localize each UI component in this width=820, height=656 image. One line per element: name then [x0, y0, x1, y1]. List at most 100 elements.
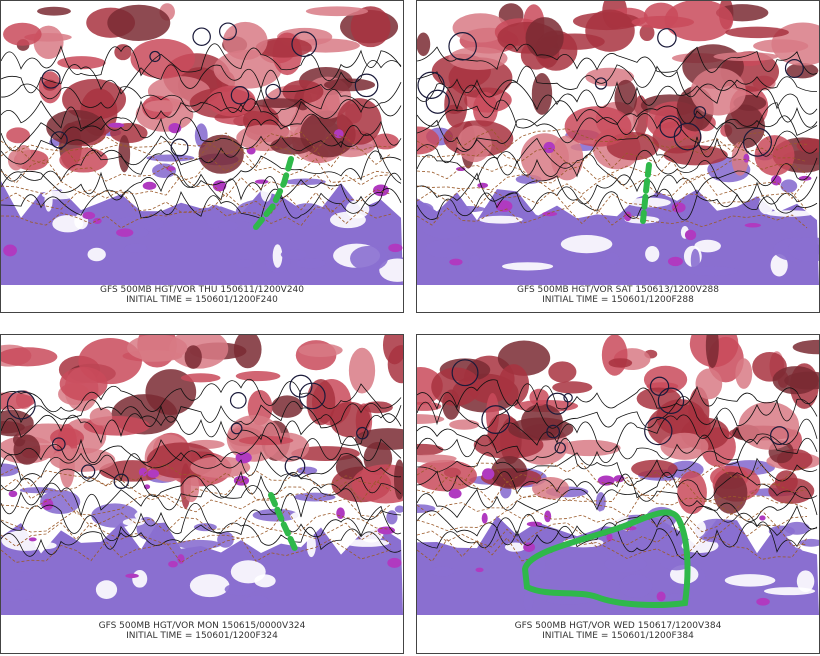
vortex-ring: [170, 138, 189, 157]
vorticity-low: [784, 521, 810, 535]
vorticity-high: [238, 435, 294, 446]
vorticity-low: [685, 266, 738, 276]
thickness-contour: [417, 492, 808, 518]
thickness-contour: [1, 142, 392, 169]
vorticity-high: [796, 138, 819, 153]
vortex-ring: [192, 27, 211, 46]
vorticity-max: [372, 184, 389, 197]
map: GFS 500MB HGT/VOR THU 150611/1200V240 IN…: [1, 3, 403, 305]
height-contour: [1, 434, 402, 464]
vorticity-low: [504, 542, 526, 552]
vorticity-low: [763, 587, 816, 596]
vorticity-high: [738, 401, 800, 450]
vorticity-low: [478, 215, 523, 224]
vorticity-max: [656, 591, 666, 602]
vorticity-low: [294, 492, 336, 502]
vortex-ring: [354, 73, 379, 98]
vorticity-low: [468, 254, 481, 277]
vorticity-low: [770, 254, 788, 277]
map: GFS 500MB HGT/VOR WED 150617/1200V384 IN…: [417, 335, 819, 641]
vortex-ring: [657, 387, 685, 415]
vorticity-high: [452, 13, 509, 43]
vorticity-low: [224, 583, 256, 596]
vorticity-low: [766, 210, 814, 217]
vorticity-high: [50, 427, 85, 448]
vorticity-low: [681, 517, 706, 539]
vorticity-max: [28, 537, 37, 542]
vorticity-low: [115, 215, 164, 233]
vortex-ring: [481, 405, 511, 434]
vorticity-high: [449, 419, 480, 430]
height-contour: [417, 450, 818, 486]
vortex-ring: [448, 32, 477, 61]
vortex-ring: [742, 127, 773, 157]
vortex-ring: [81, 464, 96, 479]
vortex-ring: [113, 473, 129, 490]
vorticity-high: [564, 106, 632, 147]
vortex-ring: [417, 71, 445, 99]
vorticity-high: [144, 100, 182, 113]
map-panel: GFS 500MB HGT/VOR THU 150611/1200V240 IN…: [0, 0, 404, 313]
vorticity-low: [193, 523, 217, 532]
vorticity-low: [52, 215, 84, 233]
vorticity-high: [558, 439, 621, 457]
vorticity-max: [667, 256, 683, 267]
vorticity-low: [344, 539, 390, 547]
thickness-contour: [1, 203, 392, 229]
map: GFS 500MB HGT/VOR SAT 150613/1200V288 IN…: [417, 1, 819, 305]
vorticity-high: [323, 78, 376, 92]
vorticity-high: [631, 459, 678, 478]
vortex-ring: [6, 390, 36, 420]
vorticity-high: [1, 347, 58, 367]
vorticity-max: [333, 129, 344, 139]
vorticity-low: [694, 239, 721, 253]
vorticity-low: [287, 203, 328, 228]
vorticity-low: [394, 505, 403, 513]
vorticity-high: [472, 91, 498, 127]
vortex-ring: [229, 392, 247, 409]
vorticity-high: [89, 407, 113, 426]
vorticity-low: [225, 173, 249, 187]
caption: GFS 500MB HGT/VOR SAT 150613/1200V288: [517, 285, 719, 295]
vorticity-low: [252, 508, 299, 522]
vorticity-max: [671, 202, 686, 213]
vortex-ring: [546, 392, 569, 415]
vorticity-low: [244, 595, 269, 604]
vorticity-high: [336, 98, 382, 145]
annotation-mark: [253, 156, 294, 230]
vorticity-low: [176, 539, 222, 550]
vorticity-high: [490, 456, 528, 489]
vorticity-high: [350, 6, 391, 48]
vorticity-high: [532, 477, 569, 500]
height-contour: [1, 482, 402, 521]
vortex-ring: [284, 455, 306, 477]
vorticity-max: [125, 573, 139, 579]
vorticity-max: [542, 211, 558, 217]
height-contour: [417, 172, 818, 205]
vorticity-low: [132, 570, 148, 588]
vorticity-low: [575, 191, 624, 210]
vorticity-low: [306, 533, 316, 558]
vortex-ring: [649, 376, 670, 396]
vorticity-high: [298, 343, 343, 357]
vorticity-low: [350, 245, 388, 271]
vorticity-high: [57, 56, 106, 70]
vorticity-max: [93, 217, 102, 225]
height-contour: [417, 64, 818, 98]
vorticity-high: [13, 434, 41, 465]
vorticity-high: [531, 73, 553, 115]
height-contour: [417, 186, 818, 221]
vorticity-high: [270, 136, 314, 155]
vorticity-max: [526, 521, 543, 527]
vorticity-max: [798, 175, 812, 181]
vorticity-max: [759, 515, 766, 521]
vorticity-low: [758, 196, 774, 215]
vorticity-high: [59, 366, 108, 401]
vorticity-high: [184, 345, 202, 369]
vorticity-low: [95, 580, 118, 600]
vortex-ring: [50, 131, 68, 149]
vorticity-low: [254, 574, 276, 588]
vorticity-max: [166, 166, 176, 171]
height-contour: [1, 378, 402, 413]
vorticity-high: [354, 428, 403, 450]
